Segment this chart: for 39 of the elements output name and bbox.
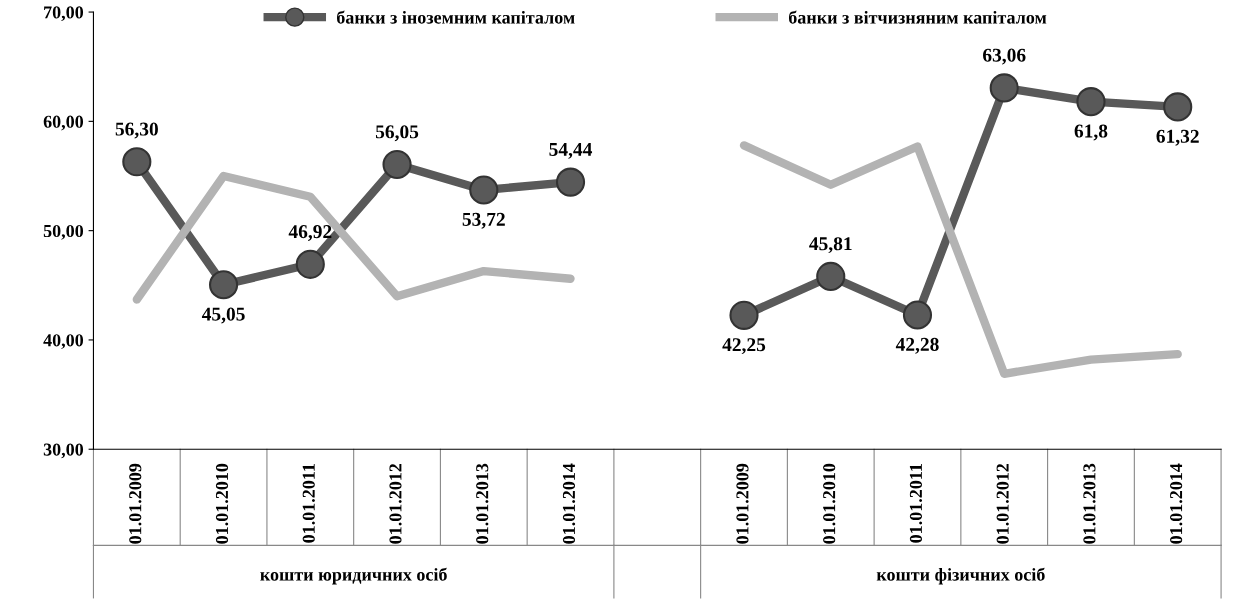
data-label: 42,25 [722, 338, 766, 355]
x-tick-label: 01.01.2009 [736, 463, 749, 544]
x-tick-label: 01.01.2011 [302, 464, 315, 543]
point [902, 300, 933, 330]
data-label: 61,8 [1074, 124, 1108, 141]
x-tick-label: 01.01.2011 [909, 464, 923, 543]
x-tick-label: 01.01.2012 [389, 463, 402, 544]
x-tick-label: 01.01.2013 [1083, 463, 1096, 544]
x-tick-label: 01.01.2010 [215, 463, 229, 544]
y-tick-label: 40,00 [43, 334, 84, 349]
y-tick-label: 50,00 [43, 224, 84, 240]
x-tick-label: 01.01.2014 [1170, 463, 1183, 544]
x-tick-label: 01.01.2009 [129, 463, 142, 544]
point [816, 261, 846, 292]
point [729, 300, 759, 330]
data-label: 46,92 [288, 225, 332, 241]
data-label: 63,06 [983, 48, 1026, 65]
data-label: 42,28 [895, 337, 939, 354]
x-tick-label: 01.01.2014 [562, 463, 576, 544]
data-label: 53,72 [462, 212, 505, 229]
legend-label: банки з іноземним капіталом [337, 10, 575, 24]
x-tick-label: 01.01.2010 [823, 463, 836, 544]
data-label: 56,30 [115, 122, 158, 139]
data-label: 45,81 [809, 237, 852, 254]
text: кошти юридичних осіб [260, 567, 447, 585]
point [1163, 92, 1193, 122]
legend-label: банки з вітчизняним капіталом [788, 10, 1047, 24]
y-tick-label: 70,00 [44, 6, 84, 22]
data-label: 54,44 [549, 142, 593, 159]
y-tick-label: 30,00 [43, 443, 84, 459]
x-tick-label: 01.01.2013 [476, 463, 489, 544]
data-label: 45,05 [201, 307, 245, 324]
x-tick-label: 01.01.2012 [996, 463, 1009, 544]
data-label: 61,32 [1156, 129, 1199, 146]
text: кошти фізичних осіб [876, 567, 1045, 585]
y-tick-label: 60,00 [43, 115, 84, 131]
point [989, 73, 1019, 103]
data-label: 56,05 [375, 125, 419, 142]
point [1076, 87, 1106, 117]
